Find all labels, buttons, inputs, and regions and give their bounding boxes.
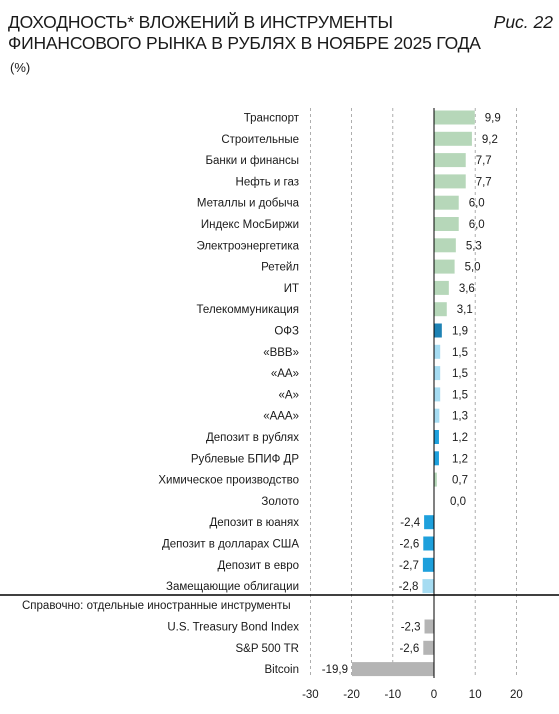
bar — [434, 110, 475, 125]
x-tick-label: -20 — [343, 689, 360, 701]
bar — [424, 619, 434, 634]
chart-title-line-1: ДОХОДНОСТЬ* ВЛОЖЕНИЙ В ИНСТРУМЕНТЫ — [8, 12, 393, 32]
value-label: 3,6 — [459, 283, 475, 295]
bar — [424, 515, 434, 530]
x-tick-label: 0 — [431, 689, 437, 701]
category-label: Телекоммуникация — [197, 304, 299, 316]
value-label: -2,6 — [399, 539, 419, 551]
bar — [434, 323, 442, 338]
bar — [434, 217, 459, 231]
value-label: 9,2 — [482, 134, 498, 146]
bar — [434, 408, 440, 423]
value-label: 0,7 — [452, 475, 468, 487]
value-label: 3,1 — [457, 304, 473, 316]
category-label: Bitcoin — [264, 664, 299, 676]
chart-title: ДОХОДНОСТЬ* ВЛОЖЕНИЙ В ИНСТРУМЕНТЫ ФИНАН… — [8, 12, 481, 54]
value-label: 7,7 — [476, 176, 492, 188]
category-label: Банки и финансы — [205, 155, 299, 167]
bar — [434, 259, 455, 274]
category-label: Депозит в юанях — [210, 517, 300, 529]
bar — [422, 557, 434, 572]
chart-unit: (%) — [10, 60, 31, 75]
category-label: Депозит в рублях — [206, 432, 299, 444]
x-tick-label: 10 — [469, 689, 482, 701]
category-label: U.S. Treasury Bond Index — [167, 622, 299, 634]
value-label: 7,7 — [476, 155, 492, 167]
bar — [434, 280, 449, 295]
bar — [423, 640, 434, 655]
bar — [434, 430, 439, 444]
category-label: Рублевые БПИФ ДР — [191, 453, 299, 465]
value-label: 0,0 — [450, 496, 466, 508]
category-label: Депозит в долларах США — [162, 539, 299, 551]
bar — [434, 174, 466, 189]
category-label: Замещающие облигации — [166, 581, 299, 593]
value-label: 1,9 — [452, 326, 468, 338]
category-label: S&P 500 TR — [235, 643, 299, 655]
value-label: 1,5 — [452, 347, 468, 359]
category-label: «AA» — [271, 368, 299, 380]
category-label: «BBB» — [263, 347, 299, 359]
category-label: ОФЗ — [274, 326, 299, 338]
bar — [434, 344, 441, 359]
category-label: Химическое производство — [158, 475, 299, 487]
x-tick-label: -30 — [302, 689, 319, 701]
category-label: Нефть и газ — [236, 176, 299, 188]
bar — [422, 579, 434, 594]
value-label: -2,7 — [399, 560, 419, 572]
value-label: 1,5 — [452, 368, 468, 380]
category-label: Индекс МосБиржи — [201, 219, 299, 231]
category-label: Металлы и добыча — [197, 198, 300, 210]
bar — [423, 536, 434, 551]
bar — [434, 472, 437, 487]
value-label: 1,5 — [452, 389, 468, 401]
bar — [434, 302, 447, 317]
value-label: 5,0 — [465, 262, 481, 274]
value-label: -19,9 — [322, 664, 348, 676]
category-label: Электроэнергетика — [196, 240, 299, 252]
value-label: 5,3 — [466, 240, 482, 252]
bar — [352, 662, 434, 677]
value-label: -2,6 — [399, 643, 419, 655]
value-label: -2,4 — [400, 517, 420, 529]
bar — [434, 153, 466, 168]
reference-section-label: Справочно: отдельные иностранные инструм… — [22, 600, 291, 612]
category-label: Депозит в евро — [218, 560, 299, 572]
category-label: «A» — [279, 389, 299, 401]
category-label: Ретейл — [261, 262, 299, 274]
x-tick-label: 20 — [510, 689, 523, 701]
bar — [434, 238, 456, 253]
value-label: -2,8 — [399, 581, 419, 593]
value-label: 6,0 — [469, 198, 485, 210]
category-label: «AAA» — [263, 411, 299, 423]
value-label: 6,0 — [469, 219, 485, 231]
category-label: Золото — [261, 496, 299, 508]
category-label: Транспорт — [244, 113, 300, 125]
bar — [434, 366, 441, 381]
bar — [434, 387, 441, 402]
category-label: ИТ — [284, 283, 299, 295]
value-label: 9,9 — [485, 113, 501, 125]
value-label: 1,3 — [452, 411, 468, 423]
bar — [434, 451, 439, 466]
bar — [434, 195, 459, 210]
x-tick-label: -10 — [384, 689, 401, 701]
figure-label: Рис. 22 — [493, 12, 553, 32]
chart-title-line-2: ФИНАНСОВОГО РЫНКА В РУБЛЯХ В НОЯБРЕ 2025… — [8, 33, 481, 53]
value-label: 1,2 — [452, 453, 468, 465]
value-label: 1,2 — [452, 432, 468, 444]
value-label: -2,3 — [401, 622, 421, 634]
category-label: Строительные — [221, 134, 299, 146]
bar — [434, 131, 472, 146]
